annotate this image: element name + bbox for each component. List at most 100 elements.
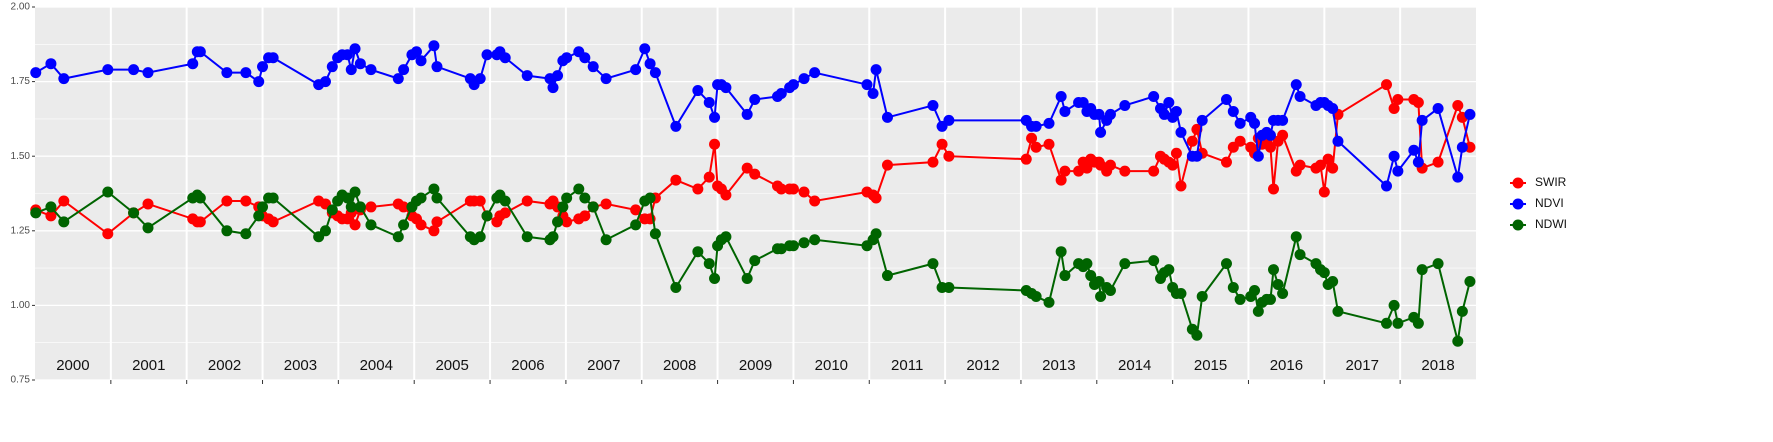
data-point bbox=[579, 52, 591, 64]
data-point bbox=[128, 64, 140, 76]
data-point bbox=[1104, 284, 1116, 296]
data-point bbox=[547, 82, 559, 94]
data-point bbox=[703, 258, 715, 270]
data-point bbox=[927, 156, 939, 168]
data-point bbox=[630, 64, 642, 76]
data-point bbox=[1268, 183, 1280, 195]
legend-key-point bbox=[1512, 219, 1524, 231]
data-point bbox=[943, 281, 955, 293]
data-point bbox=[187, 58, 199, 70]
legend-label: SWIR bbox=[1535, 175, 1567, 189]
data-point bbox=[1412, 156, 1424, 168]
data-point bbox=[1452, 171, 1464, 183]
data-point bbox=[431, 216, 443, 228]
x-tick-label: 2010 bbox=[815, 357, 848, 374]
data-point bbox=[521, 195, 533, 207]
legend-item: NDWI bbox=[1510, 217, 1567, 231]
data-point bbox=[1264, 129, 1276, 141]
data-point bbox=[573, 183, 585, 195]
data-point bbox=[1055, 174, 1067, 186]
data-point bbox=[1191, 329, 1203, 341]
x-tick-label: 2000 bbox=[56, 357, 89, 374]
data-point bbox=[1196, 290, 1208, 302]
data-point bbox=[1277, 287, 1289, 299]
data-point bbox=[474, 231, 486, 243]
data-point bbox=[1416, 114, 1428, 126]
data-point bbox=[579, 192, 591, 204]
data-point bbox=[365, 64, 377, 76]
x-tick-label: 2015 bbox=[1194, 357, 1227, 374]
data-point bbox=[257, 201, 269, 213]
data-point bbox=[58, 73, 70, 85]
x-tick-label: 2018 bbox=[1421, 357, 1454, 374]
data-point bbox=[345, 201, 357, 213]
data-point bbox=[1416, 264, 1428, 276]
data-point bbox=[709, 273, 721, 285]
data-point bbox=[1055, 246, 1067, 258]
legend-item: SWIR bbox=[1510, 175, 1567, 189]
data-point bbox=[431, 192, 443, 204]
data-point bbox=[1322, 153, 1334, 165]
data-point bbox=[1220, 156, 1232, 168]
data-point bbox=[1277, 114, 1289, 126]
data-point bbox=[741, 162, 753, 174]
data-point bbox=[1220, 258, 1232, 270]
legend-key-point bbox=[1512, 177, 1524, 189]
data-point bbox=[1227, 281, 1239, 293]
data-point bbox=[1318, 267, 1330, 279]
data-point bbox=[644, 58, 656, 70]
data-point bbox=[45, 201, 57, 213]
x-tick-label: 2001 bbox=[132, 357, 165, 374]
x-tick-label: 2004 bbox=[360, 357, 393, 374]
data-point bbox=[798, 73, 810, 85]
data-point bbox=[240, 67, 252, 79]
data-point bbox=[1456, 141, 1468, 153]
data-point bbox=[775, 183, 787, 195]
data-point bbox=[45, 210, 57, 222]
data-point bbox=[630, 204, 642, 216]
data-point bbox=[499, 52, 511, 64]
data-point bbox=[341, 49, 353, 61]
data-point bbox=[741, 273, 753, 285]
data-point bbox=[481, 210, 493, 222]
data-point bbox=[349, 219, 361, 231]
data-point bbox=[221, 225, 233, 237]
x-tick-label: 2005 bbox=[435, 357, 468, 374]
data-point bbox=[1294, 249, 1306, 261]
data-point bbox=[561, 52, 573, 64]
data-point bbox=[474, 73, 486, 85]
data-point bbox=[670, 281, 682, 293]
data-point bbox=[102, 64, 114, 76]
data-point bbox=[398, 64, 410, 76]
data-point bbox=[1059, 165, 1071, 177]
data-point bbox=[600, 198, 612, 210]
data-point bbox=[809, 67, 821, 79]
data-point bbox=[102, 228, 114, 240]
data-point bbox=[431, 61, 443, 73]
data-point bbox=[1085, 270, 1097, 282]
data-point bbox=[749, 94, 761, 106]
data-point bbox=[670, 120, 682, 132]
data-point bbox=[692, 85, 704, 97]
data-point bbox=[1464, 108, 1476, 120]
data-point bbox=[58, 195, 70, 207]
data-point bbox=[775, 88, 787, 100]
data-point bbox=[499, 207, 511, 219]
data-point bbox=[1272, 279, 1284, 291]
data-point bbox=[1234, 135, 1246, 147]
data-point bbox=[1294, 91, 1306, 103]
data-point bbox=[1163, 264, 1175, 276]
data-point bbox=[943, 114, 955, 126]
x-tick-label: 2002 bbox=[208, 357, 241, 374]
data-point bbox=[1268, 264, 1280, 276]
data-point bbox=[1119, 165, 1131, 177]
data-point bbox=[319, 76, 331, 88]
data-point bbox=[398, 219, 410, 231]
data-point bbox=[798, 186, 810, 198]
data-point bbox=[809, 234, 821, 246]
data-point bbox=[775, 243, 787, 255]
data-point bbox=[787, 79, 799, 91]
x-tick-label: 2017 bbox=[1346, 357, 1379, 374]
data-point bbox=[1170, 147, 1182, 159]
data-point bbox=[1264, 293, 1276, 305]
